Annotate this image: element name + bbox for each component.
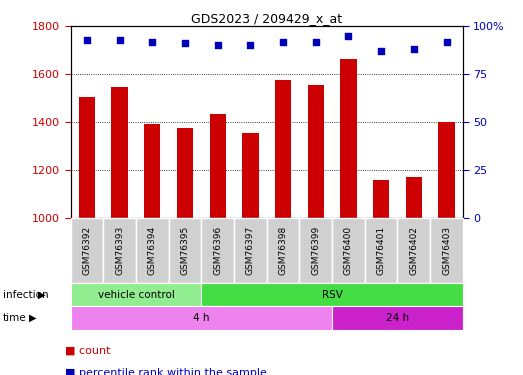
Text: GSM76400: GSM76400 xyxy=(344,226,353,275)
Text: time: time xyxy=(3,313,26,323)
Point xyxy=(344,33,353,39)
Bar xyxy=(406,177,422,218)
Text: ▶: ▶ xyxy=(38,290,45,300)
Point xyxy=(148,39,156,45)
Point xyxy=(279,39,287,45)
Text: 4 h: 4 h xyxy=(193,313,210,323)
Text: ■ percentile rank within the sample: ■ percentile rank within the sample xyxy=(65,368,267,375)
Text: ■ count: ■ count xyxy=(65,345,111,355)
Text: 24 h: 24 h xyxy=(386,313,409,323)
Bar xyxy=(144,124,161,218)
Text: GSM76395: GSM76395 xyxy=(180,226,189,275)
Point xyxy=(246,42,255,48)
Point xyxy=(116,37,124,43)
Bar xyxy=(340,58,357,217)
Bar xyxy=(275,80,291,218)
Text: GSM76397: GSM76397 xyxy=(246,226,255,275)
Point xyxy=(377,48,385,54)
Text: RSV: RSV xyxy=(322,290,343,300)
Point xyxy=(410,46,418,52)
Text: GSM76392: GSM76392 xyxy=(83,226,92,275)
Bar xyxy=(242,133,258,218)
Text: GSM76399: GSM76399 xyxy=(311,226,320,275)
Bar xyxy=(210,114,226,218)
Text: GSM76398: GSM76398 xyxy=(279,226,288,275)
Bar xyxy=(177,128,193,218)
Text: GSM76394: GSM76394 xyxy=(148,226,157,275)
Bar xyxy=(308,85,324,218)
Text: ▶: ▶ xyxy=(29,313,36,323)
Text: infection: infection xyxy=(3,290,48,300)
Bar xyxy=(438,122,454,218)
Point xyxy=(83,37,91,43)
Title: GDS2023 / 209429_x_at: GDS2023 / 209429_x_at xyxy=(191,12,342,25)
Text: vehicle control: vehicle control xyxy=(98,290,174,300)
Point xyxy=(213,42,222,48)
Point xyxy=(312,39,320,45)
Point xyxy=(442,39,451,45)
Bar xyxy=(79,97,95,218)
Text: GSM76396: GSM76396 xyxy=(213,226,222,275)
Point xyxy=(181,40,189,46)
Text: GSM76401: GSM76401 xyxy=(377,226,385,275)
Text: GSM76403: GSM76403 xyxy=(442,226,451,275)
Text: GSM76402: GSM76402 xyxy=(410,226,418,275)
Text: GSM76393: GSM76393 xyxy=(115,226,124,275)
Bar xyxy=(373,180,389,218)
Bar xyxy=(111,87,128,218)
